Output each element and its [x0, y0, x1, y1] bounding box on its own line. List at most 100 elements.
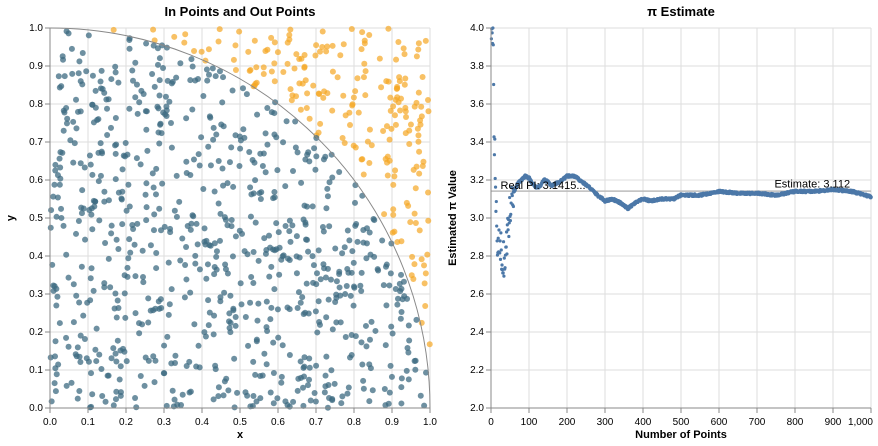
in-point — [229, 87, 236, 94]
in-point — [232, 132, 239, 139]
out-point — [288, 97, 295, 104]
in-point — [110, 345, 117, 352]
in-point — [336, 284, 343, 291]
in-point — [370, 216, 377, 223]
in-point — [108, 355, 115, 362]
in-point — [88, 370, 95, 377]
in-point — [118, 196, 125, 203]
in-point — [162, 93, 169, 100]
in-point — [173, 213, 180, 220]
out-point — [415, 40, 422, 47]
out-point — [411, 261, 418, 268]
out-point — [298, 55, 305, 62]
in-point — [183, 362, 190, 369]
out-point — [409, 253, 416, 260]
in-point — [210, 136, 217, 143]
in-point — [144, 147, 151, 154]
in-point — [55, 73, 62, 80]
in-point — [163, 402, 170, 409]
in-point — [70, 281, 77, 288]
in-point — [111, 305, 118, 312]
out-point — [260, 64, 267, 71]
in-point — [357, 282, 364, 289]
out-point — [340, 92, 347, 99]
in-point — [133, 81, 140, 88]
in-point — [271, 131, 278, 138]
in-point — [274, 395, 281, 402]
in-point — [254, 111, 261, 118]
in-point — [115, 246, 122, 253]
out-point — [337, 52, 344, 59]
in-point — [183, 115, 190, 122]
in-point — [274, 306, 281, 313]
in-point — [310, 262, 317, 269]
chart2-x-tick-label: 200 — [559, 417, 576, 428]
in-point — [99, 150, 106, 157]
in-point — [299, 294, 306, 301]
out-point — [402, 108, 409, 115]
chart2-x-tick-label: 300 — [597, 417, 614, 428]
in-point — [165, 259, 172, 266]
in-point — [332, 245, 339, 252]
in-point — [305, 248, 312, 255]
in-point — [119, 166, 126, 173]
in-point — [329, 326, 336, 333]
out-point — [260, 71, 267, 78]
in-point — [112, 350, 119, 357]
estimate-point — [502, 256, 506, 260]
estimate-point — [493, 185, 498, 189]
in-point — [300, 384, 307, 391]
chart2-y-tick-label: 3.6 — [470, 99, 484, 110]
out-point — [393, 85, 400, 92]
estimate-point — [505, 223, 509, 227]
in-point — [325, 296, 332, 303]
in-point — [172, 360, 179, 367]
out-point — [315, 129, 322, 136]
out-point — [421, 280, 428, 287]
out-point — [284, 39, 291, 46]
out-point — [391, 173, 398, 180]
in-point — [358, 269, 365, 276]
in-point — [423, 369, 430, 376]
in-point — [78, 263, 85, 270]
out-point — [352, 88, 359, 95]
in-point — [154, 45, 161, 52]
in-point — [261, 235, 268, 242]
out-point — [181, 39, 188, 46]
in-point — [275, 229, 282, 236]
in-point — [222, 261, 229, 268]
in-point — [350, 302, 357, 309]
out-point — [310, 82, 317, 89]
chart1-x-tick-label: 1.0 — [423, 417, 437, 428]
in-point — [77, 78, 84, 85]
in-point — [297, 299, 304, 306]
in-point — [68, 379, 75, 386]
chart1-x-tick-label: 0.0 — [43, 417, 57, 428]
in-point — [205, 322, 212, 329]
in-point — [388, 323, 395, 330]
in-point — [253, 336, 260, 343]
chart1-y-tick-label: 0.5 — [29, 213, 43, 224]
in-point — [268, 304, 275, 311]
in-point — [74, 395, 81, 402]
in-point — [75, 218, 82, 225]
in-point — [65, 30, 72, 37]
in-point — [366, 398, 373, 405]
in-point — [114, 297, 121, 304]
in-point — [195, 151, 202, 158]
in-point — [117, 392, 124, 399]
out-point — [397, 107, 404, 114]
in-point — [350, 259, 357, 266]
out-point — [416, 170, 423, 177]
in-point — [203, 275, 210, 282]
in-point — [88, 211, 95, 218]
out-point — [232, 66, 239, 73]
estimate-point — [494, 209, 498, 214]
in-point — [276, 271, 283, 278]
in-point — [224, 270, 231, 277]
in-point — [53, 285, 60, 292]
in-point — [160, 370, 167, 377]
in-point — [64, 115, 71, 122]
in-point — [293, 233, 300, 240]
in-point — [220, 74, 227, 81]
